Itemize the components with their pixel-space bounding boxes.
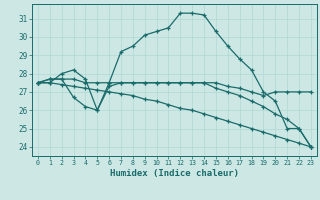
- X-axis label: Humidex (Indice chaleur): Humidex (Indice chaleur): [110, 169, 239, 178]
